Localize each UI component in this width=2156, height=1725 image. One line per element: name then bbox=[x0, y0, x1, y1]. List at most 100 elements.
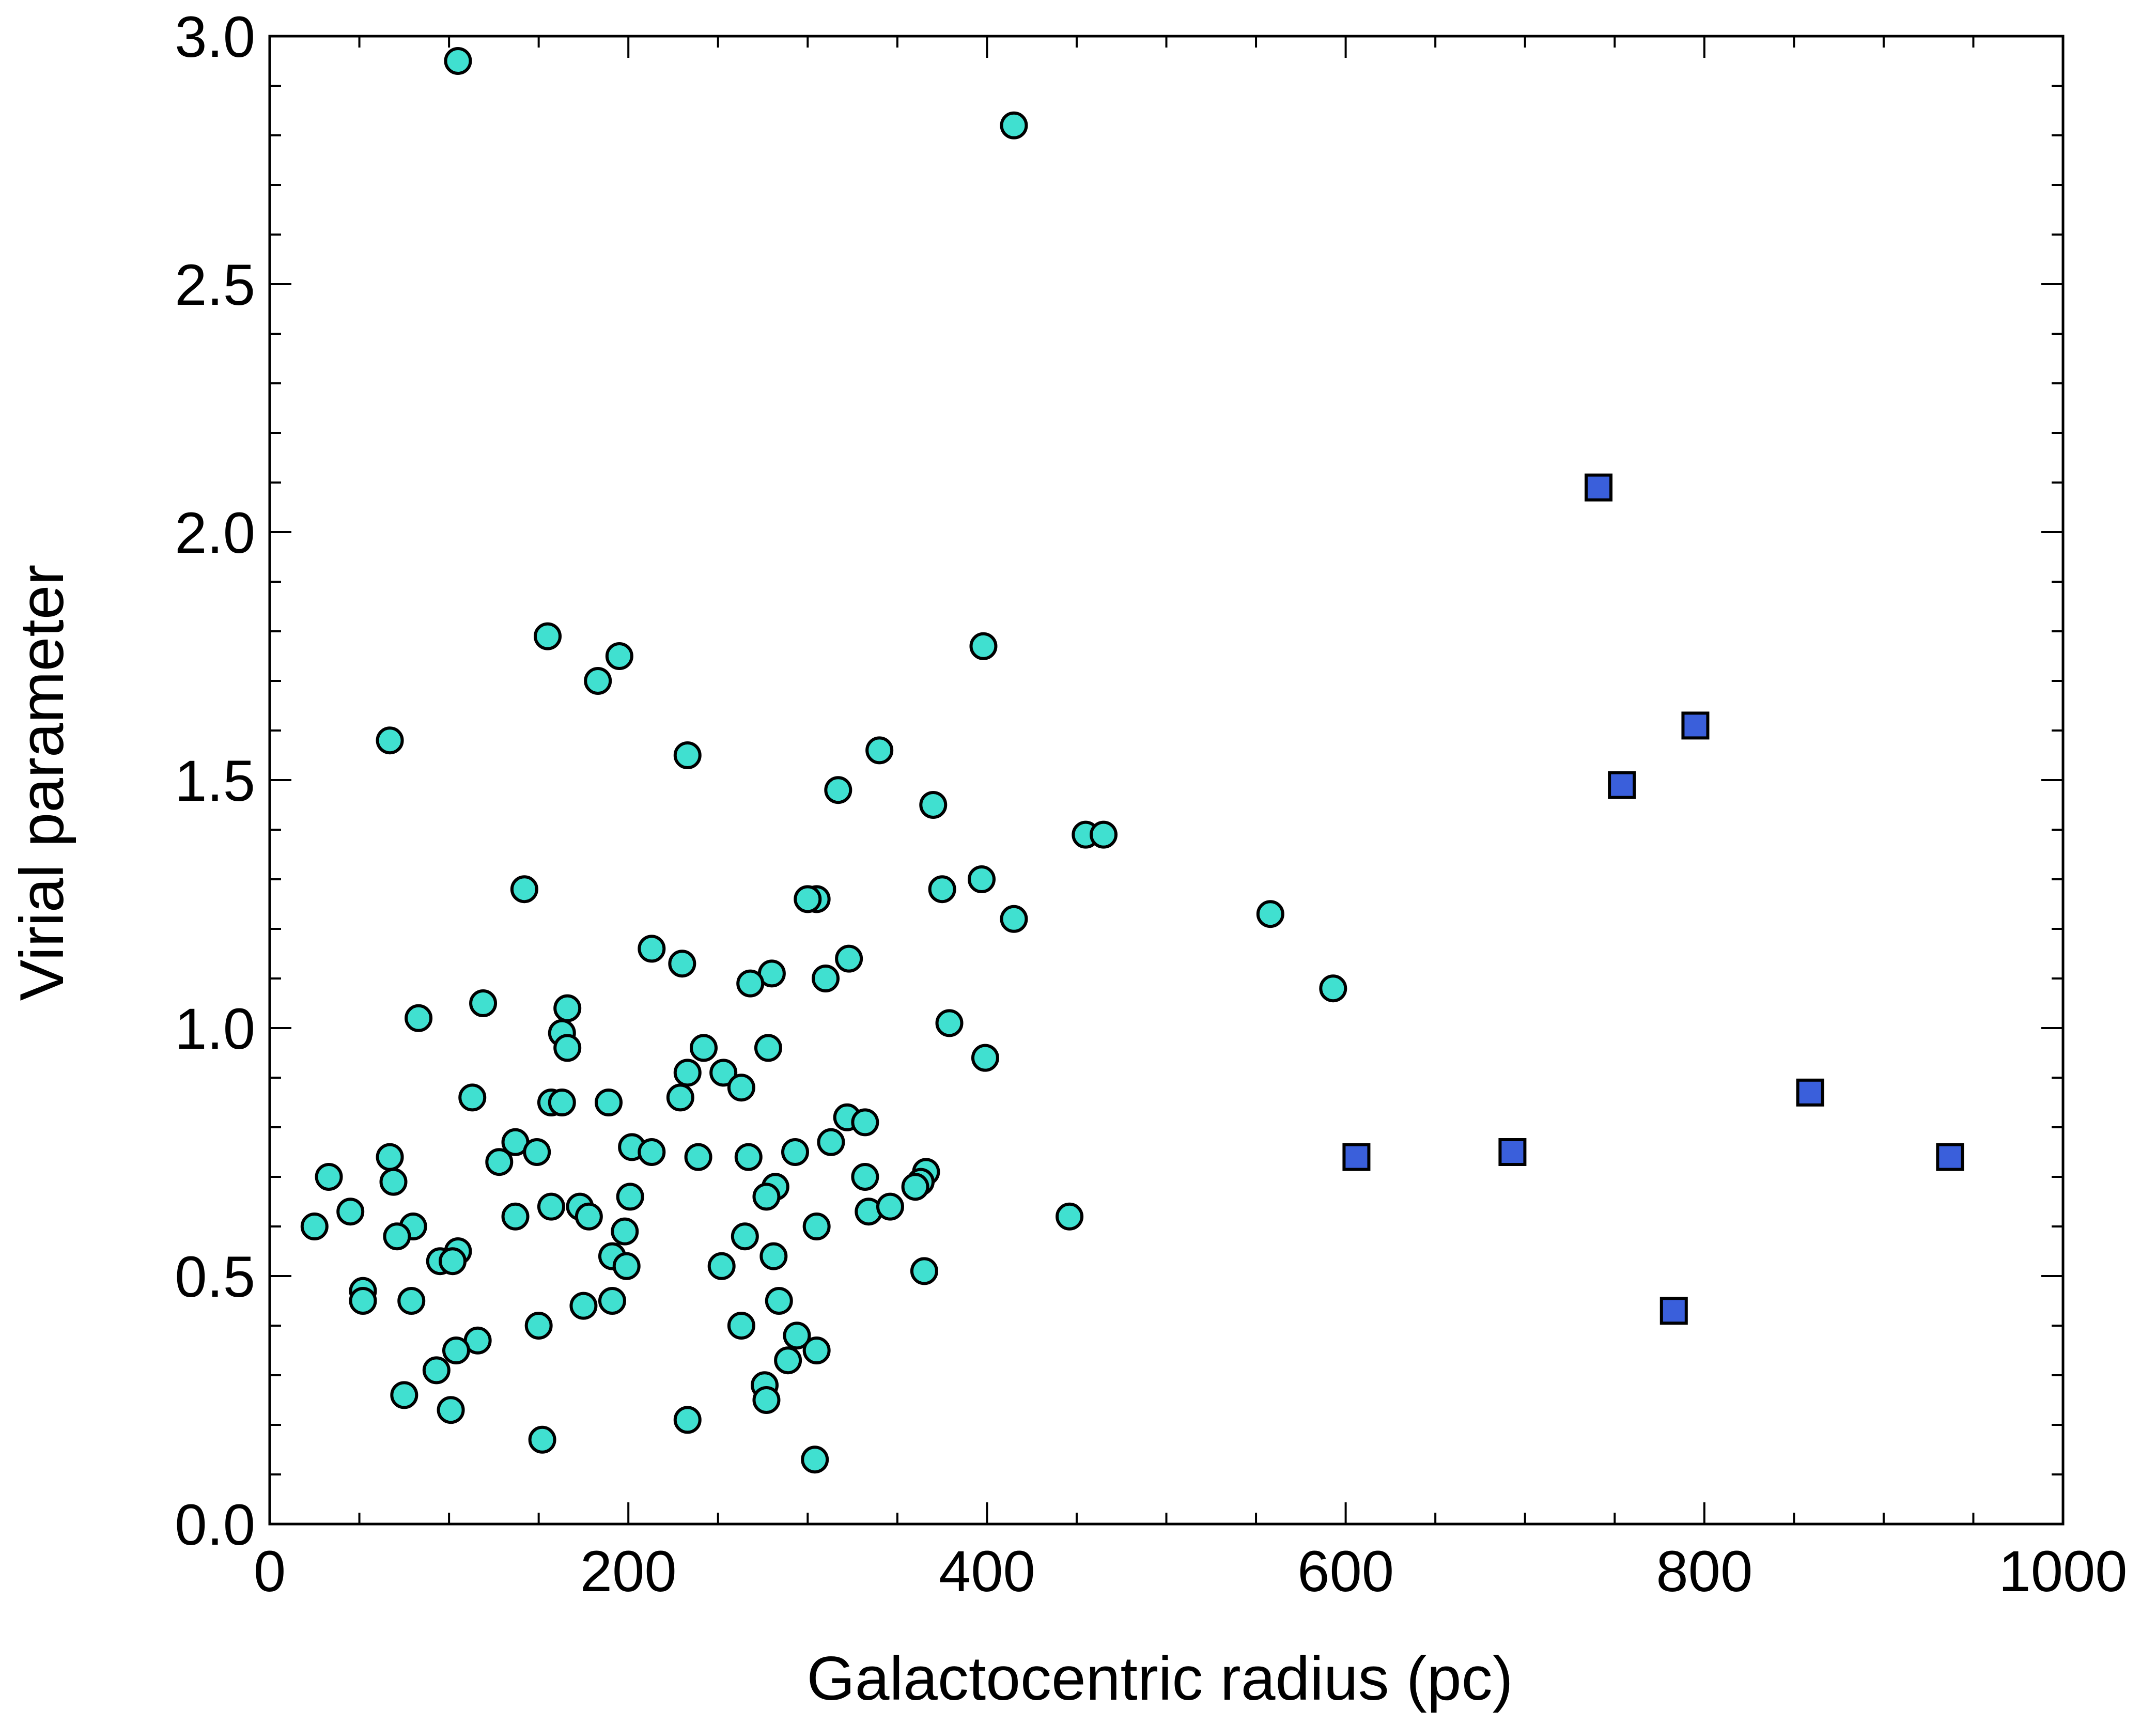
data-point-square bbox=[1796, 1078, 1824, 1107]
data-point-circle bbox=[971, 1044, 999, 1072]
data-point-circle bbox=[524, 1312, 553, 1340]
data-point-circle bbox=[376, 726, 404, 755]
data-point-circle bbox=[439, 1247, 467, 1276]
data-point-circle bbox=[928, 875, 956, 904]
data-point-circle bbox=[851, 1163, 879, 1191]
x-tick-label: 0 bbox=[254, 1539, 286, 1604]
data-point-circle bbox=[935, 1009, 964, 1037]
data-point-square bbox=[1681, 711, 1710, 740]
data-point-circle bbox=[865, 736, 894, 765]
y-tick-label: 0.5 bbox=[175, 1245, 255, 1309]
y-tick-label: 1.5 bbox=[175, 749, 255, 813]
data-point-circle bbox=[969, 632, 998, 660]
data-point-circle bbox=[727, 1312, 755, 1340]
data-point-circle bbox=[752, 1386, 781, 1414]
data-point-square bbox=[1585, 473, 1613, 502]
data-point-circle bbox=[666, 1083, 694, 1112]
data-point-circle bbox=[485, 1148, 514, 1176]
data-point-circle bbox=[528, 1425, 556, 1454]
data-point-circle bbox=[689, 1034, 718, 1062]
data-point-circle bbox=[835, 944, 863, 973]
data-point-circle bbox=[553, 1034, 582, 1062]
data-point-circle bbox=[510, 875, 538, 904]
data-point-circle bbox=[638, 1138, 666, 1166]
data-point-circle bbox=[612, 1252, 641, 1280]
data-point-circle bbox=[736, 969, 765, 998]
data-point-circle bbox=[537, 1192, 565, 1221]
x-axis-label: Galactocentric radius (pc) bbox=[806, 1644, 1513, 1713]
data-point-circle bbox=[684, 1143, 712, 1171]
data-point-circle bbox=[1256, 900, 1284, 928]
data-point-circle bbox=[783, 1322, 811, 1350]
data-point-circle bbox=[919, 791, 948, 819]
data-point-circle bbox=[300, 1213, 329, 1240]
data-point-square bbox=[1659, 1297, 1688, 1325]
data-point-circle bbox=[801, 1446, 829, 1474]
data-point-circle bbox=[910, 1257, 938, 1285]
data-point-circle bbox=[598, 1287, 626, 1315]
data-point-circle bbox=[673, 741, 702, 769]
data-point-circle bbox=[765, 1287, 793, 1315]
data-point-circle bbox=[469, 989, 498, 1017]
y-tick-label: 2.0 bbox=[175, 501, 255, 565]
data-point-circle bbox=[548, 1089, 576, 1116]
tick-labels: 0 200 400 600 800 1000 0.0 0.5 1.0 1.5 2.0 2.5 3.0 bbox=[175, 5, 2127, 1604]
data-point-circle bbox=[752, 1183, 781, 1211]
data-point-square bbox=[1498, 1138, 1527, 1166]
data-point-circle bbox=[379, 1168, 408, 1196]
data-point-circle bbox=[553, 994, 582, 1022]
data-point-square bbox=[1342, 1143, 1371, 1171]
data-point-circle bbox=[851, 1108, 879, 1137]
data-point-circle bbox=[458, 1083, 487, 1112]
data-point-circle bbox=[442, 1337, 470, 1364]
data-point-circle bbox=[812, 965, 840, 992]
x-tick-label: 200 bbox=[580, 1539, 677, 1604]
y-axis-label: Virial parameter bbox=[7, 565, 76, 1001]
y-tick-label: 1.0 bbox=[175, 997, 255, 1061]
data-point-circle bbox=[901, 1173, 929, 1201]
data-point-circle bbox=[422, 1356, 451, 1385]
data-point-square bbox=[1608, 771, 1636, 799]
data-point-circle bbox=[794, 885, 822, 913]
axis-ticks bbox=[269, 35, 2064, 1525]
data-point-circle bbox=[437, 1396, 465, 1424]
data-point-circle bbox=[315, 1163, 343, 1191]
data-point-circle bbox=[668, 950, 696, 978]
data-point-circle bbox=[534, 622, 562, 650]
data-point-circle bbox=[824, 776, 852, 804]
data-point-circle bbox=[376, 1143, 404, 1171]
data-point-circle bbox=[781, 1138, 810, 1166]
data-point-circle bbox=[1090, 820, 1118, 849]
data-point-circle bbox=[397, 1287, 426, 1315]
data-point-circle bbox=[802, 1213, 831, 1240]
data-point-circle bbox=[734, 1143, 763, 1171]
x-tick-label: 1000 bbox=[1998, 1539, 2127, 1604]
data-point-circle bbox=[390, 1381, 418, 1409]
data-point-circle bbox=[774, 1346, 802, 1375]
data-point-circle bbox=[405, 1004, 433, 1032]
data-point-circle bbox=[383, 1222, 411, 1251]
data-point-circle bbox=[1000, 111, 1028, 139]
y-tick-label: 3.0 bbox=[175, 5, 255, 69]
data-point-circle bbox=[673, 1406, 702, 1434]
data-point-circle bbox=[707, 1252, 736, 1280]
data-point-circle bbox=[349, 1287, 377, 1315]
x-tick-label: 600 bbox=[1297, 1539, 1394, 1604]
data-point-circle bbox=[575, 1202, 603, 1231]
data-point-circle bbox=[605, 642, 633, 670]
data-point-circle bbox=[638, 935, 666, 963]
data-point-circle bbox=[817, 1128, 845, 1156]
data-points bbox=[300, 47, 1964, 1474]
data-point-circle bbox=[876, 1192, 904, 1221]
data-point-circle bbox=[616, 1183, 644, 1211]
plot-frame bbox=[268, 35, 2065, 1526]
y-tick-label: 2.5 bbox=[175, 253, 255, 317]
data-point-circle bbox=[584, 667, 612, 695]
data-point-circle bbox=[1056, 1202, 1084, 1231]
data-point-circle bbox=[444, 47, 472, 75]
data-point-circle bbox=[1000, 905, 1028, 933]
data-point-square bbox=[1936, 1143, 1964, 1171]
data-point-circle bbox=[727, 1074, 755, 1102]
data-point-circle bbox=[731, 1222, 759, 1251]
